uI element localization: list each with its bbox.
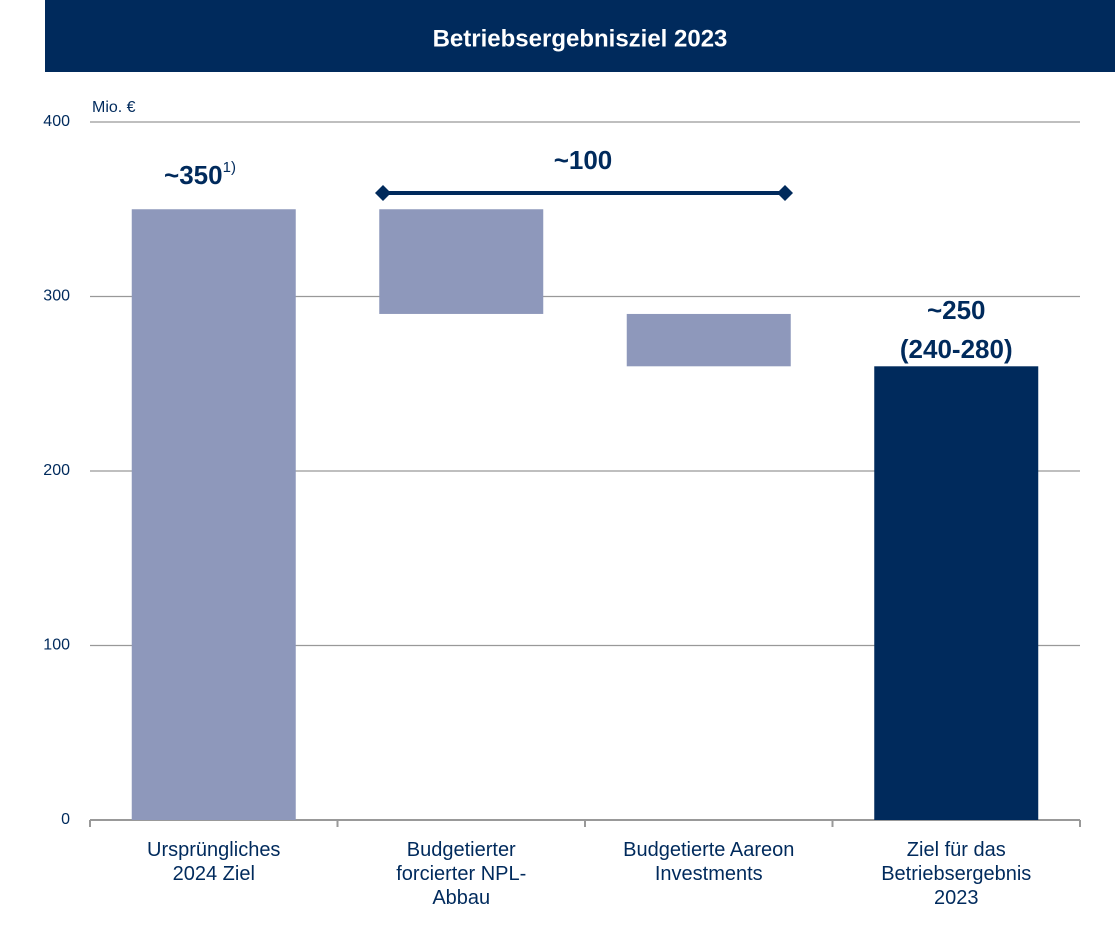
y-tick-label: 400 bbox=[43, 113, 70, 130]
bar bbox=[874, 366, 1039, 820]
bar bbox=[379, 209, 544, 314]
x-tick-label: Budgetierter forcierter NPL- Abbau bbox=[396, 839, 527, 909]
start-value: ~350 bbox=[164, 160, 223, 190]
y-tick-label: 200 bbox=[43, 462, 70, 479]
bracket-label: ~100 bbox=[554, 145, 613, 175]
y-tick-label: 0 bbox=[61, 811, 70, 828]
end-range: (240-280) bbox=[900, 334, 1013, 364]
y-tick-label: 300 bbox=[43, 288, 70, 305]
y-unit: Mio. € bbox=[92, 99, 136, 116]
x-tick-label: Ursprüngliches 2024 Ziel bbox=[147, 839, 281, 885]
chart-title: Betriebsergebnisziel 2023 bbox=[433, 25, 728, 52]
y-tick-label: 100 bbox=[43, 637, 70, 654]
end-label: ~250 bbox=[927, 295, 986, 325]
x-tick-label: Budgetierte Aareon Investments bbox=[623, 839, 795, 885]
footnote-mark: 1) bbox=[223, 159, 236, 176]
x-tick-label: Ziel für das Betriebsergebnis 2023 bbox=[881, 839, 1032, 909]
bar bbox=[626, 313, 791, 367]
title-band bbox=[45, 0, 1115, 72]
bracket-end bbox=[375, 185, 391, 201]
start-label: ~3501) bbox=[164, 159, 236, 190]
bar bbox=[131, 209, 296, 820]
bracket-end bbox=[777, 185, 793, 201]
